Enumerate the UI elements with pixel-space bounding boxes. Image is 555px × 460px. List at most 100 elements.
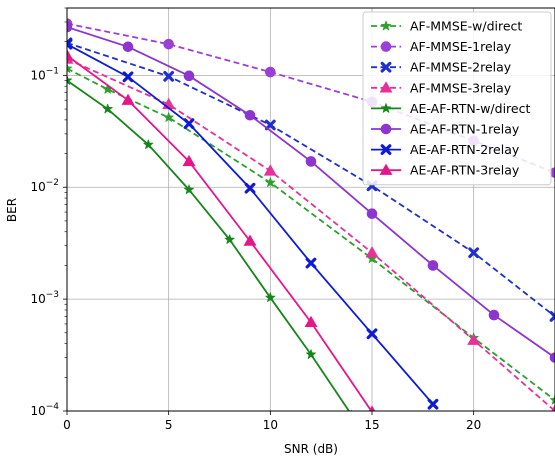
y-tick-mantissa: 10 xyxy=(30,68,45,82)
legend-label: AF-MMSE-w/direct xyxy=(410,19,522,34)
series-line xyxy=(67,42,555,318)
data-point xyxy=(549,352,555,363)
y-axis-label: BER xyxy=(5,198,19,222)
y-tick-exponent: −4 xyxy=(46,402,60,412)
data-point xyxy=(467,333,481,345)
data-point xyxy=(365,246,379,258)
y-tick-mantissa: 10 xyxy=(30,404,45,418)
data-point xyxy=(305,156,317,167)
series-4 xyxy=(67,74,353,411)
data-point xyxy=(366,328,378,340)
axes xyxy=(63,7,555,415)
legend-label: AE-AF-RTN-2relay xyxy=(410,142,520,157)
data-point xyxy=(549,311,555,322)
data-point xyxy=(67,38,73,50)
data-point xyxy=(265,66,276,78)
data-point xyxy=(244,182,256,194)
data-point xyxy=(264,119,276,131)
series-2 xyxy=(67,37,555,322)
legend-entry: AE-AF-RTN-w/direct xyxy=(371,101,530,116)
data-point xyxy=(264,176,276,188)
series-7 xyxy=(67,49,376,411)
legend-entry: AF-MMSE-1relay xyxy=(371,39,512,54)
legend-entry: AE-AF-RTN-2relay xyxy=(371,142,520,157)
legend-entry: AE-AF-RTN-3relay xyxy=(371,163,520,178)
data-point xyxy=(244,109,256,121)
data-point xyxy=(549,394,555,405)
legend-marker xyxy=(379,81,393,93)
data-point xyxy=(122,41,134,53)
legend-entry: AF-MMSE-w/direct xyxy=(371,19,522,34)
legend-marker xyxy=(379,163,393,175)
data-point xyxy=(488,309,500,321)
data-point xyxy=(263,164,277,176)
data-point xyxy=(368,405,376,411)
legend-entry: AF-MMSE-3relay xyxy=(371,80,512,95)
y-tick-label: 10−1 xyxy=(30,66,59,82)
x-tick-label: 0 xyxy=(63,418,71,432)
data-point xyxy=(427,398,439,410)
data-point xyxy=(122,71,134,83)
data-point xyxy=(67,74,73,86)
y-tick-label: 10−4 xyxy=(30,402,59,418)
series-group xyxy=(67,18,555,411)
legend-marker xyxy=(380,102,392,114)
data-point xyxy=(305,348,317,360)
x-tick-label: 5 xyxy=(165,418,173,432)
data-point xyxy=(163,111,175,123)
x-tick-label: 10 xyxy=(263,418,278,432)
data-point xyxy=(163,38,174,50)
legend-marker xyxy=(380,144,392,155)
legend-marker xyxy=(380,41,392,52)
plot-frame xyxy=(66,7,555,412)
data-point xyxy=(551,404,555,411)
legend-label: AE-AF-RTN-1relay xyxy=(410,122,520,137)
y-tick-label: 10−2 xyxy=(30,178,59,194)
y-tick-label: 10−3 xyxy=(30,290,59,306)
legend-marker xyxy=(380,20,392,31)
data-point xyxy=(142,138,154,150)
legend-label: AF-MMSE-2relay xyxy=(410,60,512,75)
data-point xyxy=(67,62,73,74)
data-point xyxy=(183,70,195,82)
legend-box xyxy=(362,11,552,186)
y-tick-exponent: −1 xyxy=(46,66,59,76)
series-6 xyxy=(67,38,439,410)
data-point xyxy=(304,315,318,328)
data-point xyxy=(427,260,439,271)
series-line xyxy=(67,58,555,411)
data-point xyxy=(183,118,195,130)
y-tick-mantissa: 10 xyxy=(30,292,45,306)
legend-label: AE-AF-RTN-3relay xyxy=(410,163,520,178)
data-point xyxy=(163,70,175,82)
legend-entry: AF-MMSE-2relay xyxy=(371,60,512,75)
y-tick-exponent: −2 xyxy=(46,178,59,188)
data-point xyxy=(182,154,196,167)
series-line xyxy=(67,79,351,411)
data-point xyxy=(305,257,317,269)
x-tick-label: 20 xyxy=(466,418,481,432)
data-point xyxy=(468,247,480,259)
legend-marker xyxy=(380,123,392,135)
legend-marker xyxy=(380,61,392,73)
data-point xyxy=(67,49,74,61)
y-tick-mantissa: 10 xyxy=(30,180,45,194)
data-point xyxy=(102,103,114,114)
data-point xyxy=(183,183,195,195)
data-point xyxy=(264,291,276,303)
x-axis-label: SNR (dB) xyxy=(284,442,338,456)
data-point xyxy=(366,208,378,220)
legend-label: AF-MMSE-3relay xyxy=(410,80,512,95)
data-point xyxy=(224,233,236,245)
x-tick-label: 15 xyxy=(364,418,379,432)
legend-label: AF-MMSE-1relay xyxy=(410,39,512,54)
legend-entry: AE-AF-RTN-1relay xyxy=(371,122,520,137)
data-point xyxy=(243,234,257,246)
series-5 xyxy=(67,21,555,363)
series-line xyxy=(67,54,373,411)
y-tick-exponent: −3 xyxy=(46,290,59,300)
legend-label: AE-AF-RTN-w/direct xyxy=(410,101,530,116)
